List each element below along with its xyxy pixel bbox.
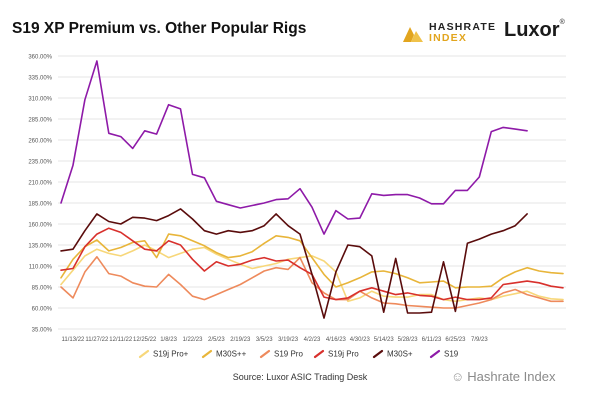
x-tick-label: 5/14/23 — [374, 337, 395, 343]
x-tick-label: 3/5/23 — [256, 337, 273, 343]
chart-title: S19 XP Premium vs. Other Popular Rigs — [12, 20, 307, 37]
source-note: Source: Luxor ASIC Trading Desk — [232, 372, 368, 382]
luxor-registered-mark: ® — [559, 19, 565, 26]
x-tick-label: 2/19/23 — [230, 337, 251, 343]
legend-label-s19j-pro: S19j Pro — [328, 350, 359, 359]
legend-swatch-s19 — [429, 349, 441, 359]
legend-swatch-s19-pro — [259, 349, 271, 359]
y-tick-label: 160.00% — [28, 223, 52, 229]
x-tick-label: 2/5/23 — [208, 337, 225, 343]
x-tick-label: 12/25/22 — [133, 337, 157, 343]
y-tick-label: 210.00% — [28, 181, 52, 187]
x-tick-label: 12/11/22 — [109, 337, 133, 343]
y-tick-label: 335.00% — [28, 76, 52, 82]
series-line-s19-pro — [60, 256, 564, 309]
y-tick-label: 310.00% — [28, 97, 52, 103]
hashrate-index-logo-icon — [403, 26, 423, 42]
hashrate-index-wordmark-top: HASHRATE — [429, 21, 497, 33]
luxor-wordmark: Luxor — [504, 19, 560, 41]
y-tick-label: 235.00% — [28, 160, 52, 166]
x-tick-label: 6/11/23 — [422, 337, 442, 343]
y-tick-label: 185.00% — [28, 202, 52, 208]
y-tick-label: 85.00% — [32, 286, 53, 292]
legend-label-m30s: M30S+ — [387, 350, 413, 359]
x-tick-label: 6/25/23 — [445, 337, 466, 343]
x-tick-label: 1/22/23 — [182, 337, 203, 343]
legend-swatch-m30s — [201, 349, 213, 359]
x-tick-label: 4/16/23 — [326, 337, 347, 343]
legend-swatch-m30s — [372, 349, 384, 359]
y-tick-label: 360.00% — [28, 55, 52, 61]
legend-label-s19j-pro: S19j Pro+ — [153, 350, 189, 359]
wechat-icon: ☺ — [451, 369, 465, 384]
y-tick-label: 285.00% — [28, 118, 52, 124]
legend-label-s19-pro: S19 Pro — [274, 350, 303, 359]
legend-swatch-s19j-pro — [138, 349, 150, 359]
series-line-s19j-pro — [60, 227, 564, 301]
series-line-m30s — [60, 233, 564, 289]
series-line-s19j-pro — [60, 244, 564, 303]
series-line-s19 — [60, 60, 528, 235]
watermark: ☺ Hashrate Index — [451, 369, 555, 384]
x-tick-label: 11/27/22 — [85, 337, 109, 343]
x-tick-label: 7/9/23 — [471, 337, 488, 343]
hashrate-index-wordmark-bottom: INDEX — [429, 32, 468, 45]
y-tick-label: 35.00% — [32, 328, 53, 334]
legend-label-s19: S19 — [444, 350, 459, 359]
watermark-text: Hashrate Index — [467, 369, 556, 384]
x-tick-label: 4/30/23 — [350, 337, 371, 343]
y-tick-label: 135.00% — [28, 244, 52, 250]
x-tick-label: 3/19/23 — [278, 337, 299, 343]
x-tick-label: 1/8/23 — [160, 337, 177, 343]
series-line-m30s — [60, 208, 528, 319]
hashrate-index-logo: HASHRATE INDEX — [403, 21, 497, 45]
legend-swatch-s19j-pro — [313, 349, 325, 359]
y-tick-label: 260.00% — [28, 139, 52, 145]
x-tick-label: 5/28/23 — [398, 337, 419, 343]
y-tick-label: 110.00% — [29, 265, 53, 271]
legend-label-m30s: M30S++ — [216, 350, 247, 359]
x-tick-label: 11/13/22 — [61, 337, 85, 343]
x-tick-label: 4/2/23 — [304, 337, 321, 343]
y-tick-label: 60.00% — [32, 307, 53, 313]
luxor-logo: Luxor® — [504, 19, 565, 42]
